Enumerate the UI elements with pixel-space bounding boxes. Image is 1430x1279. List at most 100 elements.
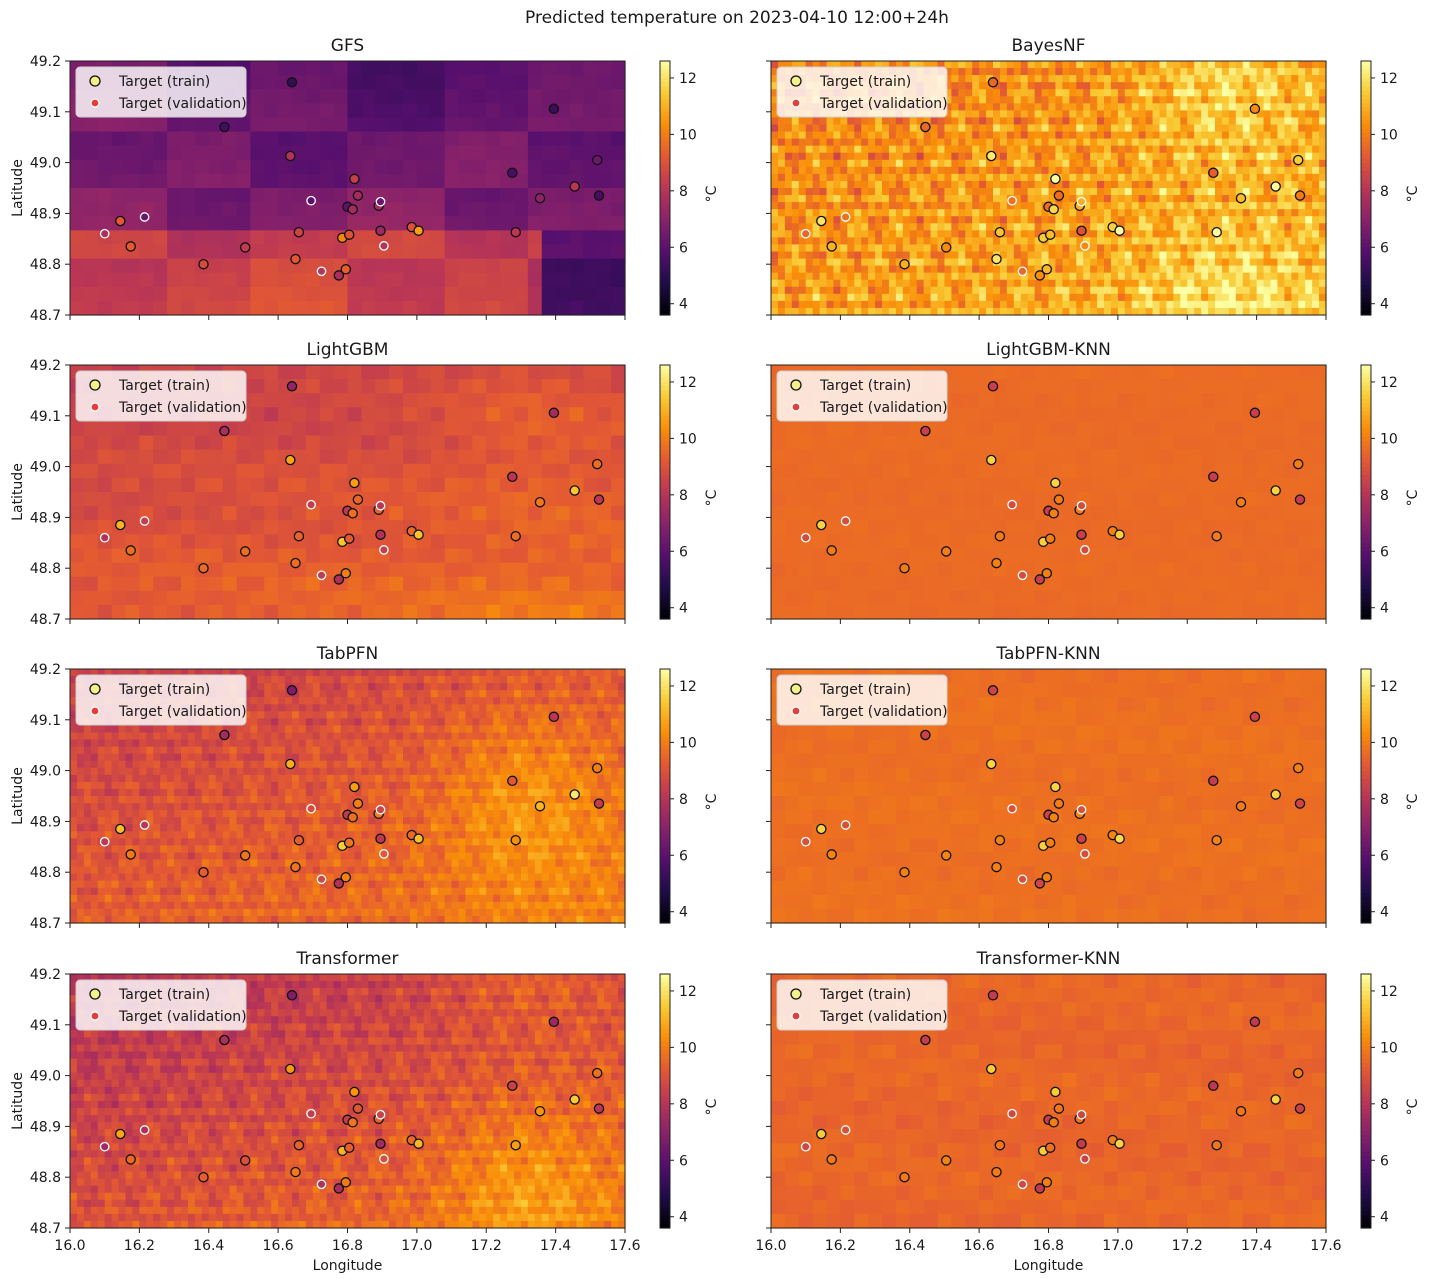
heatmap-cell: [784, 131, 793, 140]
colorbar-segment: [660, 381, 670, 387]
heatmap-cell: [1298, 244, 1306, 253]
heatmap-cell: [868, 258, 876, 267]
heatmap-cell: [861, 307, 869, 316]
heatmap-cell: [1180, 82, 1188, 90]
heatmap-cell: [333, 463, 349, 479]
heatmap-cell: [375, 562, 390, 578]
heatmap-cell: [1145, 279, 1154, 288]
heatmap-cell: [111, 272, 127, 288]
colorbar-segment: [660, 572, 670, 578]
heatmap-cell: [1048, 216, 1057, 224]
heatmap-cell: [1312, 188, 1320, 196]
heatmap-cell: [923, 223, 932, 231]
heatmap-cell: [1090, 131, 1098, 140]
heatmap-cell: [1312, 237, 1320, 246]
heatmap-cell: [1097, 61, 1105, 69]
heatmap-cell: [1145, 96, 1154, 104]
heatmap-cell: [1291, 230, 1299, 238]
heatmap-cell: [882, 307, 890, 316]
heatmap-cell: [83, 188, 99, 203]
heatmap-cell: [944, 195, 952, 203]
heatmap-cell: [840, 202, 848, 210]
heatmap-cell: [181, 300, 196, 316]
heatmap-cell: [798, 286, 807, 295]
heatmap-cell: [1131, 96, 1140, 104]
heatmap-cell: [1291, 173, 1299, 182]
colorbar-segment: [1361, 69, 1371, 75]
heatmap-cell: [1319, 188, 1327, 196]
heatmap-cell: [1180, 131, 1188, 140]
heatmap-cell: [583, 520, 598, 535]
station-train-marker: [1044, 229, 1056, 240]
heatmap-cell: [1117, 293, 1126, 302]
heatmap-cell: [458, 506, 473, 521]
heatmap-cell: [333, 590, 349, 606]
heatmap-cell: [1110, 209, 1119, 217]
heatmap-cell: [1062, 293, 1070, 302]
heatmap-cell: [854, 195, 862, 203]
heatmap-cell: [125, 492, 140, 507]
heatmap-cell: [826, 230, 835, 238]
heatmap-cell: [153, 188, 168, 203]
heatmap-cell: [1263, 293, 1272, 302]
heatmap-cell: [430, 216, 446, 231]
heatmap-cell: [472, 435, 487, 451]
legend-validation-marker: [90, 402, 100, 412]
heatmap-cell: [1187, 307, 1195, 316]
heatmap-cell: [993, 173, 1001, 182]
heatmap-cell: [1104, 300, 1112, 309]
heatmap-cell: [791, 265, 800, 274]
heatmap-cell: [916, 223, 925, 231]
heatmap-cell: [305, 435, 321, 451]
heatmap-cell: [965, 379, 980, 394]
heatmap-cell: [1270, 244, 1279, 253]
colorbar-frame: [659, 60, 671, 316]
colorbar-segment: [1361, 128, 1371, 134]
heatmap-cell: [1201, 393, 1216, 408]
heatmap-cell: [937, 61, 946, 69]
heatmap-cell: [264, 590, 279, 606]
heatmap-cell: [1215, 96, 1223, 104]
heatmap-cell: [888, 265, 897, 274]
heatmap-cell: [1104, 195, 1112, 203]
heatmap-cell: [1166, 82, 1174, 90]
heatmap-cell: [1117, 365, 1133, 380]
heatmap-cell: [1221, 110, 1230, 119]
colorbar-segment: [1361, 120, 1371, 126]
heatmap-cell: [444, 272, 460, 288]
heatmap-cell: [319, 492, 335, 507]
heatmap-cell: [264, 230, 279, 246]
heatmap-cell: [444, 506, 460, 521]
heatmap-cell: [1138, 307, 1147, 316]
heatmap-cell: [1228, 244, 1237, 253]
heatmap-cell: [944, 251, 952, 260]
heatmap-cell: [1069, 244, 1077, 253]
colorbar-tick-label: 8: [679, 184, 688, 200]
heatmap-cell: [805, 131, 814, 140]
colorbar-segment: [660, 555, 670, 561]
heatmap-cell: [1090, 216, 1098, 224]
heatmap-cell: [1124, 300, 1133, 309]
heatmap-cell: [958, 145, 966, 154]
heatmap-cell: [430, 131, 446, 147]
heatmap-cell: [979, 272, 987, 281]
heatmap-cell: [854, 188, 862, 196]
heatmap-cell: [805, 145, 814, 154]
station-train-marker: [1053, 190, 1065, 201]
heatmap-cell: [868, 152, 876, 161]
heatmap-cell: [840, 117, 848, 126]
heatmap-cell: [965, 365, 980, 380]
heatmap-cell: [597, 506, 612, 521]
heatmap-cell: [430, 89, 446, 104]
heatmap-cell: [1083, 61, 1091, 69]
heatmap-cell: [472, 534, 487, 550]
heatmap-cell: [555, 216, 571, 231]
heatmap-cell: [264, 449, 279, 465]
heatmap-cell: [1020, 307, 1029, 316]
heatmap-cell: [1124, 89, 1133, 97]
heatmap-cell: [569, 407, 584, 423]
heatmap-cell: [97, 272, 113, 288]
colorbar-tick-label: 4: [1380, 297, 1389, 313]
heatmap-cell: [1104, 265, 1112, 274]
station-train-marker: [1034, 270, 1046, 281]
